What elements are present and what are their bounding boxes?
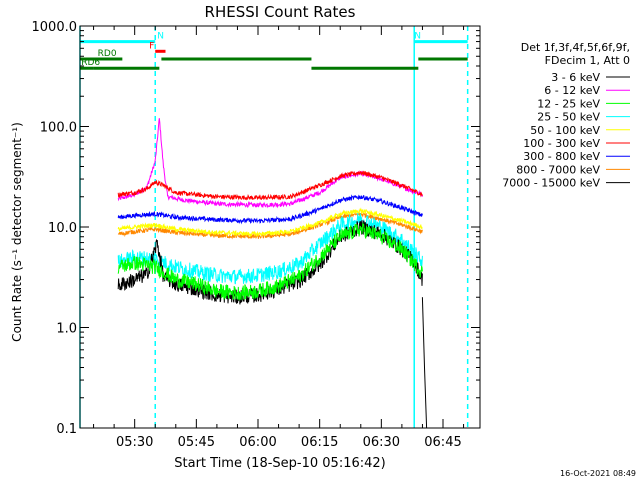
x-axis-label: Start Time (18-Sep-10 05:16:42): [174, 456, 385, 471]
legend-label-2: 12 - 25 keV: [537, 97, 600, 110]
legend-label-1: 6 - 12 keV: [544, 84, 600, 97]
legend-label-6: 300 - 800 keV: [523, 150, 600, 163]
axes: 0.1 1.0 10.0 100.0 1000.0 05:30 05:45 06:00 06:1…: [32, 20, 481, 450]
annotation-label-2: F: [149, 41, 154, 51]
chart-title: RHESSI Count Rates: [205, 3, 356, 21]
y-tick-label: 100.0: [40, 121, 77, 136]
x-tick-label: 06:45: [424, 435, 461, 450]
x-tick-label: 05:45: [178, 435, 215, 450]
legend-label-8: 7000 - 15000 keV: [502, 177, 600, 190]
legend-label-5: 100 - 300 keV: [523, 137, 600, 150]
annotation-label-1: N: [414, 32, 421, 42]
series-lines: [117, 118, 428, 429]
series-line-6: [117, 194, 423, 225]
annotation-label-3: RD0: [98, 49, 117, 59]
series-line-2: [117, 222, 423, 301]
x-tick-label: 05:30: [116, 435, 153, 450]
legend-label-3: 25 - 50 keV: [537, 111, 600, 124]
legend-label-0: 3 - 6 keV: [551, 71, 600, 84]
footer-timestamp: 16-Oct-2021 08:49: [560, 469, 636, 478]
x-tick-label: 06:15: [301, 435, 338, 450]
legend: Det 1f,3f,4f,5f,6f,9f,FDecim 1, Att 0 3 -…: [502, 41, 630, 190]
x-tick-label: 06:00: [239, 435, 276, 450]
y-tick-label: 0.1: [56, 422, 77, 437]
series-line-8: [421, 297, 428, 429]
y-tick-label: 10.0: [48, 221, 77, 236]
series-line-5: [117, 170, 423, 201]
legend-label-7: 800 - 7000 keV: [516, 163, 600, 176]
x-tick-label: 06:30: [363, 435, 400, 450]
y-tick-label: 1.0: [56, 322, 77, 337]
series-line-7: [117, 211, 423, 240]
y-tick-label: 1000.0: [32, 20, 78, 35]
y-axis-label: Count Rate (s⁻¹ detector segment⁻¹): [10, 122, 24, 342]
legend-header-0: Det 1f,3f,4f,5f,6f,9f,: [521, 41, 630, 54]
series-line-4: [117, 207, 423, 238]
annotation-label-4: RD6: [81, 58, 100, 68]
annotation-label-0: N: [157, 32, 164, 42]
legend-label-4: 50 - 100 keV: [530, 124, 600, 137]
legend-header-1: FDecim 1, Att 0: [545, 54, 630, 67]
